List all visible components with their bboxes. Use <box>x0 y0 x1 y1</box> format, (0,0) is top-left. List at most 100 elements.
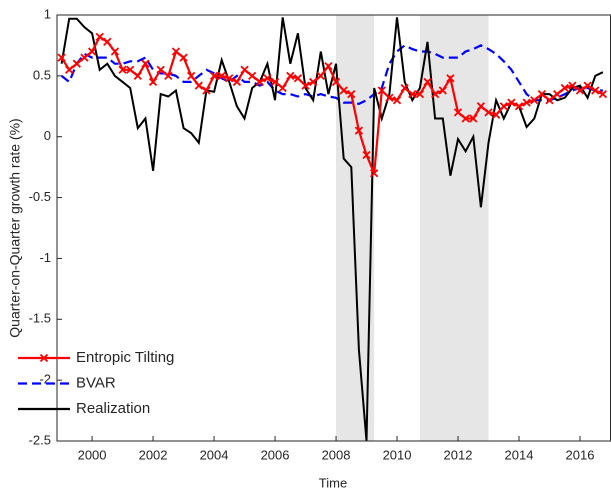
marker <box>194 81 203 90</box>
marker <box>530 96 539 105</box>
y-axis-label: Quarter-on-Quarter growth rate (%) <box>7 118 23 337</box>
marker <box>591 86 600 95</box>
marker <box>552 89 562 99</box>
marker <box>568 81 577 90</box>
marker <box>514 102 524 111</box>
marker <box>331 77 341 87</box>
marker <box>217 71 226 80</box>
marker <box>324 61 333 71</box>
x-tick-label: 2000 <box>78 447 107 462</box>
marker <box>453 108 463 117</box>
marker <box>278 83 287 93</box>
series-line <box>60 17 604 441</box>
marker <box>476 102 486 111</box>
marker <box>583 81 592 90</box>
legend-marker <box>39 353 49 363</box>
plot-area <box>57 17 608 441</box>
marker <box>263 74 272 83</box>
marker <box>484 108 493 117</box>
marker <box>255 77 264 87</box>
marker <box>126 65 135 74</box>
marker <box>141 59 150 68</box>
marker <box>362 150 371 160</box>
y-tick-label: -0.5 <box>29 189 51 204</box>
x-tick-label: 2008 <box>322 447 351 462</box>
marker <box>316 71 325 80</box>
marker <box>423 77 432 87</box>
y-tick-label: -2 <box>39 372 51 387</box>
x-axis-label: Time <box>319 475 347 490</box>
marker <box>133 71 142 80</box>
y-tick-label: -2.5 <box>29 432 51 447</box>
marker <box>377 86 386 95</box>
x-tick-label: 2014 <box>505 447 534 462</box>
y-tick-label: -1 <box>39 250 51 265</box>
marker <box>270 77 280 87</box>
marker <box>87 47 97 56</box>
x-tick-label: 2006 <box>261 447 290 462</box>
y-tick-label: -1.5 <box>29 311 51 326</box>
series-line <box>60 35 604 174</box>
marker <box>537 89 547 99</box>
marker <box>339 86 348 95</box>
marker <box>446 74 455 83</box>
x-tick-label: 2016 <box>566 447 595 462</box>
marker <box>209 71 219 80</box>
marker <box>118 65 127 74</box>
marker <box>522 98 531 107</box>
x-tick-label: 2002 <box>139 447 168 462</box>
marker <box>575 86 585 95</box>
marker <box>431 89 440 99</box>
marker <box>347 89 356 99</box>
marker <box>415 89 425 99</box>
marker <box>156 65 165 74</box>
marker <box>293 74 303 83</box>
marker <box>461 114 470 123</box>
marker <box>560 83 569 93</box>
marker <box>469 114 478 123</box>
marker <box>385 93 394 102</box>
y-tick-label: 1 <box>44 6 51 21</box>
marker <box>164 71 173 80</box>
x-tick-label: 2010 <box>383 447 412 462</box>
x-tick-label: 2004 <box>200 447 229 462</box>
marker <box>179 53 188 62</box>
marker <box>95 32 104 42</box>
marker <box>57 53 66 62</box>
legend-label: Realization <box>76 400 150 417</box>
marker <box>309 77 318 87</box>
marker <box>65 65 74 74</box>
marker <box>507 98 516 107</box>
x-tick-label: 2012 <box>444 447 473 462</box>
marker <box>248 71 257 80</box>
marker <box>392 96 402 105</box>
marker <box>187 71 196 80</box>
y-tick-label: 0.5 <box>33 67 51 82</box>
marker <box>492 110 501 119</box>
marker <box>171 47 181 56</box>
marker <box>225 74 234 83</box>
marker <box>202 86 211 95</box>
marker <box>370 169 379 178</box>
legend-label: BVAR <box>76 374 116 391</box>
series-line <box>60 44 603 106</box>
marker <box>148 77 158 87</box>
marker <box>232 77 242 87</box>
marker <box>598 89 608 99</box>
marker <box>72 59 81 68</box>
marker <box>354 126 364 135</box>
marker <box>80 53 89 62</box>
marker <box>408 89 417 99</box>
marker <box>103 37 112 46</box>
marker <box>499 102 508 111</box>
marker <box>240 65 249 74</box>
marker <box>301 81 310 90</box>
marker <box>400 83 409 93</box>
marker <box>110 47 120 56</box>
y-tick-label: 0 <box>44 128 51 143</box>
legend-label: Entropic Tilting <box>76 349 174 366</box>
marker <box>545 96 554 105</box>
marker <box>438 86 447 95</box>
marker <box>286 71 295 80</box>
